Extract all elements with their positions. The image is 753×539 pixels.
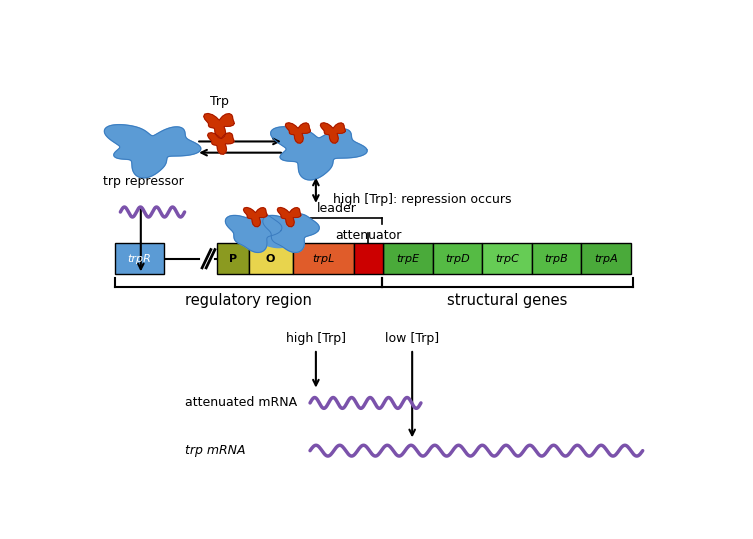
Bar <box>114 243 164 274</box>
Bar <box>581 243 631 274</box>
Text: trp mRNA: trp mRNA <box>184 444 245 457</box>
Text: trpL: trpL <box>312 254 334 264</box>
Text: P: P <box>229 254 236 264</box>
Text: leader: leader <box>317 202 357 215</box>
Text: high [Trp]: high [Trp] <box>286 332 346 345</box>
Polygon shape <box>285 123 310 143</box>
Text: trpD: trpD <box>445 254 470 264</box>
Text: Trp: Trp <box>210 95 229 108</box>
Bar <box>217 243 248 274</box>
Polygon shape <box>248 230 296 247</box>
Bar <box>248 243 292 274</box>
Polygon shape <box>270 127 367 180</box>
Text: attenuated mRNA: attenuated mRNA <box>184 396 297 410</box>
Polygon shape <box>277 208 301 227</box>
Text: regulatory region: regulatory region <box>184 293 312 308</box>
Bar <box>482 243 532 274</box>
Text: trpE: trpE <box>396 254 419 264</box>
Bar <box>432 243 482 274</box>
Polygon shape <box>263 214 319 252</box>
Bar <box>354 243 383 274</box>
Polygon shape <box>105 125 201 178</box>
Bar <box>293 243 354 274</box>
Text: trpR: trpR <box>127 254 151 264</box>
Text: low [Trp]: low [Trp] <box>385 332 439 345</box>
Bar <box>532 243 581 274</box>
Polygon shape <box>321 123 346 143</box>
Polygon shape <box>225 214 282 252</box>
Text: structural genes: structural genes <box>447 293 568 308</box>
Text: attenuator: attenuator <box>335 229 401 241</box>
Polygon shape <box>208 133 234 154</box>
Bar <box>383 243 432 274</box>
Text: trpC: trpC <box>495 254 519 264</box>
Text: trp repressor: trp repressor <box>103 175 184 188</box>
Polygon shape <box>243 208 267 227</box>
Text: trpA: trpA <box>594 254 618 264</box>
Text: trpB: trpB <box>544 254 569 264</box>
Text: high [Trp]: repression occurs: high [Trp]: repression occurs <box>334 193 512 206</box>
Polygon shape <box>204 114 234 139</box>
Text: O: O <box>266 254 276 264</box>
